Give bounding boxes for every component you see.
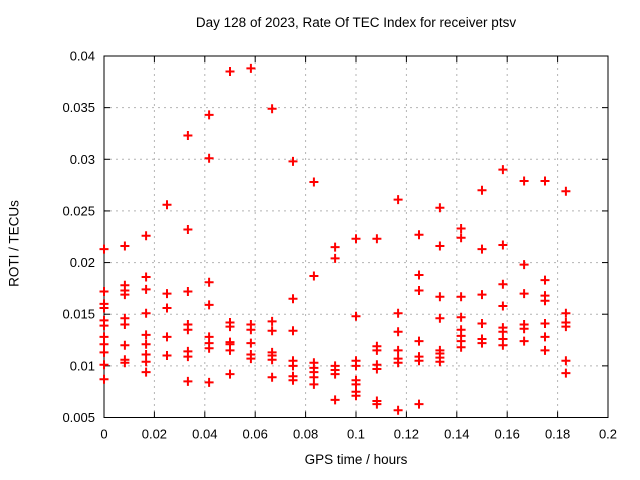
y-axis-label: ROTI / TECUs — [6, 200, 22, 287]
y-tick-label: 0.025 — [62, 203, 95, 218]
x-tick-label: 0 — [100, 427, 107, 442]
data-points-series — [99, 63, 571, 415]
plot-border — [103, 55, 609, 418]
chart-title: Day 128 of 2023, Rate Of TEC Index for r… — [195, 15, 517, 30]
y-tick-label: 0.005 — [62, 410, 95, 425]
x-tick-label: 0.16 — [495, 427, 520, 442]
tick-labels: 0 0.02 0.04 0.06 0.08 0.1 0.12 0.14 0.16 0.18 0.2 0… — [62, 49, 617, 442]
y-tick-label: 0.04 — [70, 49, 95, 64]
y-tick-label: 0.035 — [62, 100, 95, 115]
x-tick-label: 0.14 — [444, 427, 469, 442]
x-tick-label: 0.18 — [545, 427, 570, 442]
x-tick-label: 0.06 — [243, 427, 268, 442]
x-tick-label: 0.12 — [394, 427, 419, 442]
x-tick-label: 0.02 — [142, 427, 167, 442]
y-tick-label: 0.01 — [70, 358, 95, 373]
x-tick-label: 0.2 — [599, 427, 617, 442]
x-tick-label: 0.04 — [192, 427, 217, 442]
data-points — [99, 63, 571, 415]
y-tick-label: 0.02 — [70, 255, 95, 270]
x-tick-label: 0.08 — [293, 427, 318, 442]
x-axis-label: GPS time / hours — [304, 452, 408, 467]
y-tick-label: 0.015 — [62, 307, 95, 322]
y-tick-label: 0.03 — [70, 152, 95, 167]
x-tick-label: 0.1 — [347, 427, 365, 442]
